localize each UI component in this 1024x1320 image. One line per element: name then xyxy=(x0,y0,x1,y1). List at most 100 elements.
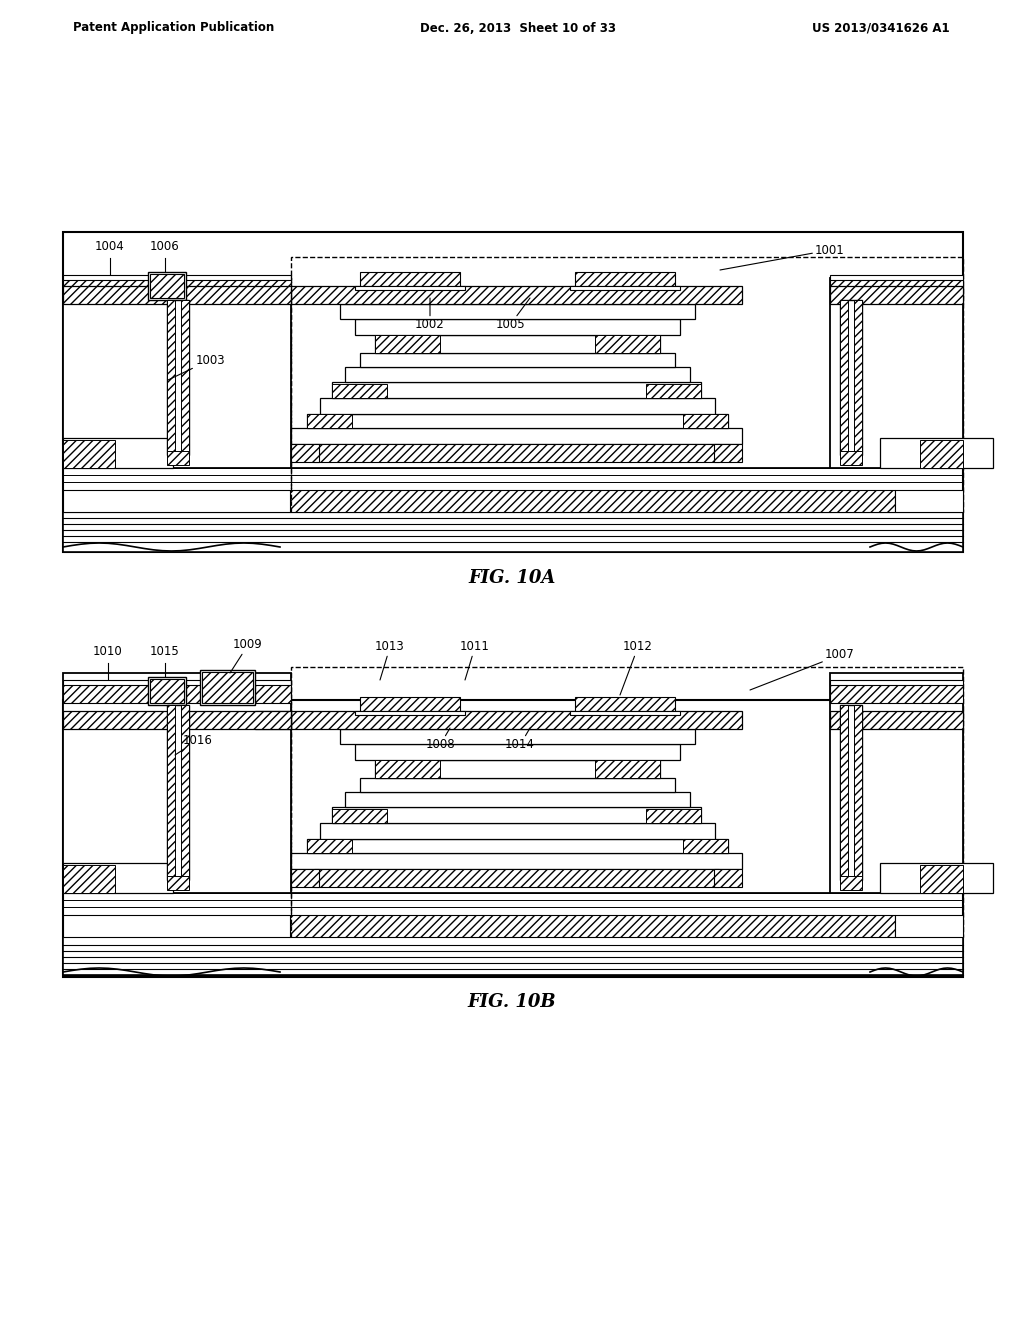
Text: 1008: 1008 xyxy=(425,729,455,751)
Bar xyxy=(181,300,189,455)
Bar xyxy=(920,865,963,894)
Bar xyxy=(714,444,742,462)
Bar xyxy=(63,863,173,894)
Bar xyxy=(683,414,728,428)
Bar xyxy=(830,680,963,685)
Bar xyxy=(63,507,963,552)
Bar xyxy=(167,451,189,465)
Text: 1016: 1016 xyxy=(175,734,213,755)
Bar xyxy=(830,711,963,729)
Text: 1011: 1011 xyxy=(460,640,489,680)
Bar xyxy=(307,414,352,428)
Text: 1013: 1013 xyxy=(375,640,404,680)
Bar xyxy=(63,682,291,704)
Bar xyxy=(830,279,963,298)
Bar xyxy=(360,697,460,711)
Text: US 2013/0341626 A1: US 2013/0341626 A1 xyxy=(812,21,950,34)
Bar xyxy=(830,286,963,304)
Bar xyxy=(290,915,895,937)
Bar xyxy=(355,711,465,715)
Bar xyxy=(595,335,660,352)
Bar xyxy=(332,809,387,822)
Bar xyxy=(307,840,352,853)
Bar xyxy=(880,438,993,469)
Bar xyxy=(840,876,862,890)
Bar xyxy=(683,840,728,853)
Bar xyxy=(63,865,115,894)
Bar xyxy=(167,876,189,890)
Bar xyxy=(840,705,862,880)
Bar xyxy=(345,792,690,807)
Bar xyxy=(345,367,690,381)
Bar xyxy=(63,490,290,512)
Bar xyxy=(575,697,675,711)
Bar xyxy=(291,428,742,444)
Bar xyxy=(332,807,701,822)
Bar xyxy=(202,672,253,704)
Bar xyxy=(332,384,387,399)
Bar xyxy=(63,232,963,552)
Bar xyxy=(181,705,189,880)
Bar xyxy=(314,444,719,462)
Bar xyxy=(63,931,963,975)
Bar xyxy=(714,869,742,887)
Bar xyxy=(291,286,742,304)
Bar xyxy=(307,414,728,428)
Bar xyxy=(63,279,291,469)
Bar xyxy=(150,275,184,298)
Text: 1003: 1003 xyxy=(168,354,225,380)
Bar xyxy=(830,275,963,280)
Bar xyxy=(360,352,675,367)
Bar xyxy=(63,915,290,937)
Bar xyxy=(200,671,255,705)
Bar xyxy=(63,440,115,469)
Bar xyxy=(375,335,440,352)
Bar xyxy=(355,286,465,290)
Text: Patent Application Publication: Patent Application Publication xyxy=(73,21,274,34)
Text: 1012: 1012 xyxy=(620,640,653,696)
Bar xyxy=(291,257,963,512)
Bar xyxy=(63,680,291,685)
Bar xyxy=(830,682,963,704)
Bar xyxy=(63,279,291,298)
Bar xyxy=(148,677,186,705)
Text: 1015: 1015 xyxy=(151,645,180,657)
Bar xyxy=(830,673,963,894)
Bar xyxy=(63,286,291,304)
Bar xyxy=(375,335,660,352)
Bar xyxy=(355,319,680,335)
Bar xyxy=(880,863,993,894)
Bar xyxy=(920,440,963,469)
Bar xyxy=(319,399,715,414)
Text: 1009: 1009 xyxy=(230,639,263,673)
Bar xyxy=(255,711,291,729)
Text: 1001: 1001 xyxy=(720,243,845,271)
Text: 1005: 1005 xyxy=(496,298,530,331)
Bar xyxy=(63,673,291,894)
Bar xyxy=(291,853,742,869)
Bar xyxy=(291,444,319,462)
Bar xyxy=(314,869,719,887)
Bar xyxy=(360,777,675,792)
Bar xyxy=(167,300,175,455)
Bar xyxy=(150,678,184,704)
Bar xyxy=(575,272,675,286)
Bar xyxy=(854,705,862,880)
Text: FIG. 10B: FIG. 10B xyxy=(468,993,556,1011)
Text: 1007: 1007 xyxy=(750,648,855,690)
Bar xyxy=(375,760,660,777)
Bar xyxy=(375,760,440,777)
Bar xyxy=(570,711,680,715)
Bar xyxy=(167,705,175,880)
Bar xyxy=(340,729,695,744)
Bar xyxy=(291,667,963,937)
Bar xyxy=(840,300,848,455)
Bar xyxy=(148,272,186,300)
Bar xyxy=(895,490,963,512)
Text: 1014: 1014 xyxy=(505,729,535,751)
Bar xyxy=(854,300,862,455)
Text: FIG. 10A: FIG. 10A xyxy=(468,569,556,587)
Bar xyxy=(167,705,189,880)
Bar xyxy=(646,384,701,399)
Bar xyxy=(63,700,963,977)
